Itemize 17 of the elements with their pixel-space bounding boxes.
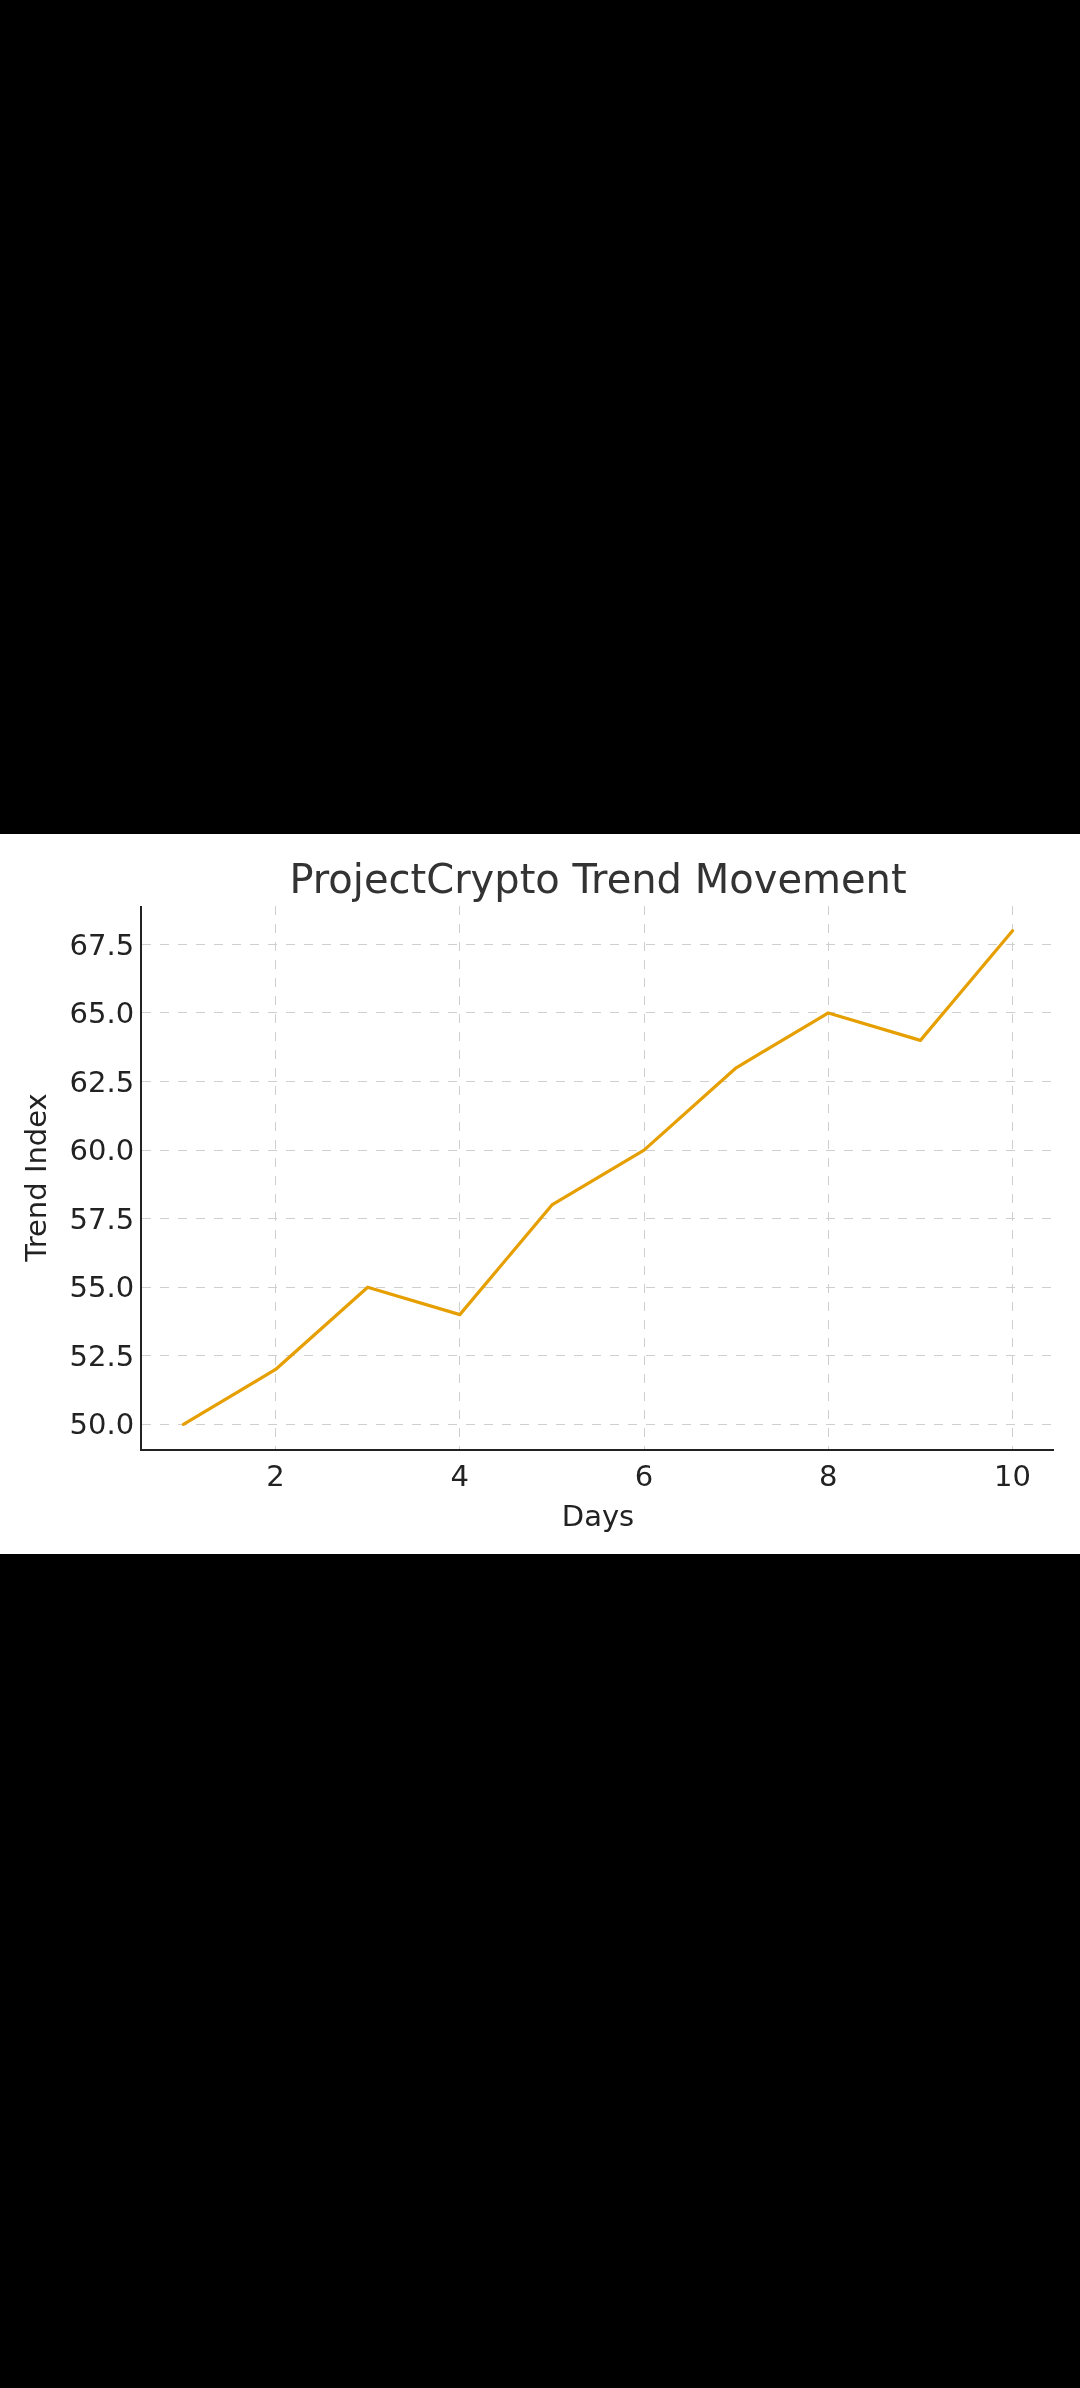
chart-title: ProjectCrypto Trend Movement <box>289 855 907 902</box>
x-tick-label: 8 <box>819 1458 838 1493</box>
x-tick-label: 4 <box>450 1458 470 1493</box>
y-tick-label: 62.5 <box>69 1064 135 1099</box>
y-axis-title: Trend Index <box>19 1093 54 1263</box>
x-tick-label: 2 <box>266 1458 285 1493</box>
y-tick-label: 55.0 <box>69 1270 135 1305</box>
x-tick-label: 6 <box>634 1458 654 1493</box>
y-tick-label: 57.5 <box>69 1201 135 1236</box>
y-tick-label: 52.5 <box>69 1338 135 1373</box>
x-tick-label: 10 <box>994 1458 1031 1493</box>
x-axis-title: Days <box>561 1499 635 1534</box>
y-tick-label: 60.0 <box>69 1133 135 1168</box>
y-tick-label: 50.0 <box>69 1407 135 1442</box>
line-series <box>181 929 1015 1426</box>
y-tick-label: 67.5 <box>69 927 135 962</box>
y-tick-label: 65.0 <box>69 996 135 1031</box>
